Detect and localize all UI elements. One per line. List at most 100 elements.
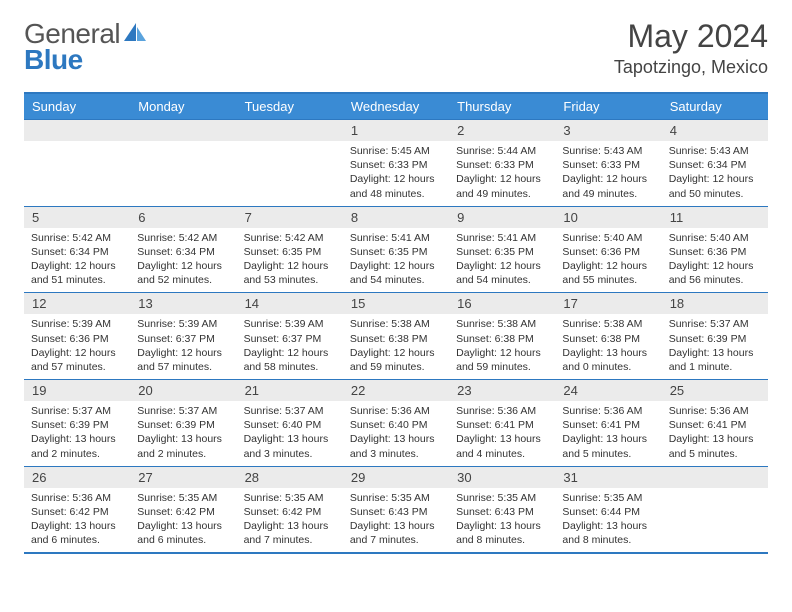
day-cell: 10Sunrise: 5:40 AMSunset: 6:36 PMDayligh… (555, 207, 661, 293)
day-details: Sunrise: 5:36 AMSunset: 6:41 PMDaylight:… (449, 401, 555, 466)
day-detail-line: Daylight: 12 hours (456, 346, 548, 360)
day-detail-line: Daylight: 13 hours (350, 519, 442, 533)
day-detail-line: Daylight: 12 hours (31, 346, 123, 360)
day-cell: 19Sunrise: 5:37 AMSunset: 6:39 PMDayligh… (24, 380, 130, 466)
day-cell: 20Sunrise: 5:37 AMSunset: 6:39 PMDayligh… (130, 380, 236, 466)
day-details: Sunrise: 5:36 AMSunset: 6:41 PMDaylight:… (555, 401, 661, 466)
logo-text-2: Blue (24, 44, 83, 76)
day-detail-line: Daylight: 12 hours (244, 259, 336, 273)
day-cell: 31Sunrise: 5:35 AMSunset: 6:44 PMDayligh… (555, 467, 661, 553)
title-block: May 2024 Tapotzingo, Mexico (614, 18, 768, 78)
day-detail-line: Sunset: 6:40 PM (350, 418, 442, 432)
day-detail-line: Sunset: 6:43 PM (456, 505, 548, 519)
day-number: 30 (449, 467, 555, 488)
day-number: 20 (130, 380, 236, 401)
day-cell (24, 120, 130, 206)
day-number: 24 (555, 380, 661, 401)
day-detail-line: Daylight: 12 hours (562, 172, 654, 186)
day-detail-line: Sunrise: 5:38 AM (350, 317, 442, 331)
day-detail-line: Sunset: 6:41 PM (669, 418, 761, 432)
day-detail-line: Daylight: 12 hours (137, 346, 229, 360)
day-detail-line: Sunset: 6:42 PM (244, 505, 336, 519)
day-number: 19 (24, 380, 130, 401)
day-cell: 14Sunrise: 5:39 AMSunset: 6:37 PMDayligh… (237, 293, 343, 379)
day-number: 10 (555, 207, 661, 228)
day-detail-line: Sunrise: 5:42 AM (244, 231, 336, 245)
header: General Blue May 2024 Tapotzingo, Mexico (24, 18, 768, 78)
day-detail-line: and 1 minute. (669, 360, 761, 374)
day-details: Sunrise: 5:37 AMSunset: 6:39 PMDaylight:… (130, 401, 236, 466)
day-cell: 4Sunrise: 5:43 AMSunset: 6:34 PMDaylight… (662, 120, 768, 206)
day-detail-line: Sunset: 6:38 PM (350, 332, 442, 346)
day-number: 11 (662, 207, 768, 228)
day-detail-line: Daylight: 12 hours (137, 259, 229, 273)
calendar: Sunday Monday Tuesday Wednesday Thursday… (24, 92, 768, 554)
day-detail-line: Sunrise: 5:36 AM (456, 404, 548, 418)
day-details: Sunrise: 5:39 AMSunset: 6:36 PMDaylight:… (24, 314, 130, 379)
day-number: 23 (449, 380, 555, 401)
day-detail-line: Sunrise: 5:37 AM (137, 404, 229, 418)
day-number: 6 (130, 207, 236, 228)
day-detail-line: and 2 minutes. (31, 447, 123, 461)
day-number: 16 (449, 293, 555, 314)
day-detail-line: Sunrise: 5:35 AM (456, 491, 548, 505)
day-detail-line: Daylight: 13 hours (669, 346, 761, 360)
day-cell: 30Sunrise: 5:35 AMSunset: 6:43 PMDayligh… (449, 467, 555, 553)
day-detail-line: and 55 minutes. (562, 273, 654, 287)
day-number: 29 (343, 467, 449, 488)
day-detail-line: Sunset: 6:34 PM (31, 245, 123, 259)
day-detail-line: Sunset: 6:34 PM (137, 245, 229, 259)
day-cell: 12Sunrise: 5:39 AMSunset: 6:36 PMDayligh… (24, 293, 130, 379)
calendar-week: 1Sunrise: 5:45 AMSunset: 6:33 PMDaylight… (24, 119, 768, 206)
day-number: 28 (237, 467, 343, 488)
day-detail-line: Daylight: 12 hours (562, 259, 654, 273)
day-cell: 3Sunrise: 5:43 AMSunset: 6:33 PMDaylight… (555, 120, 661, 206)
day-details: Sunrise: 5:38 AMSunset: 6:38 PMDaylight:… (343, 314, 449, 379)
day-cell: 8Sunrise: 5:41 AMSunset: 6:35 PMDaylight… (343, 207, 449, 293)
sail-icon (122, 21, 148, 48)
day-number: 12 (24, 293, 130, 314)
day-detail-line: Sunset: 6:43 PM (350, 505, 442, 519)
day-number: 17 (555, 293, 661, 314)
day-detail-line: Sunrise: 5:37 AM (31, 404, 123, 418)
day-detail-line: Sunset: 6:38 PM (562, 332, 654, 346)
day-detail-line: and 48 minutes. (350, 187, 442, 201)
day-detail-line: Sunrise: 5:44 AM (456, 144, 548, 158)
day-detail-line: Sunset: 6:41 PM (562, 418, 654, 432)
day-detail-line: Sunrise: 5:39 AM (137, 317, 229, 331)
day-number: 13 (130, 293, 236, 314)
day-detail-line: Sunset: 6:39 PM (31, 418, 123, 432)
day-number: 8 (343, 207, 449, 228)
day-detail-line: and 54 minutes. (350, 273, 442, 287)
day-number (237, 120, 343, 141)
day-details: Sunrise: 5:36 AMSunset: 6:40 PMDaylight:… (343, 401, 449, 466)
day-cell: 25Sunrise: 5:36 AMSunset: 6:41 PMDayligh… (662, 380, 768, 466)
day-detail-line: and 57 minutes. (31, 360, 123, 374)
day-detail-line: and 49 minutes. (456, 187, 548, 201)
day-cell: 21Sunrise: 5:37 AMSunset: 6:40 PMDayligh… (237, 380, 343, 466)
day-number (130, 120, 236, 141)
day-details: Sunrise: 5:41 AMSunset: 6:35 PMDaylight:… (449, 228, 555, 293)
day-detail-line: Daylight: 12 hours (350, 172, 442, 186)
day-cell: 7Sunrise: 5:42 AMSunset: 6:35 PMDaylight… (237, 207, 343, 293)
day-cell: 26Sunrise: 5:36 AMSunset: 6:42 PMDayligh… (24, 467, 130, 553)
day-detail-line: Sunrise: 5:45 AM (350, 144, 442, 158)
day-cell: 22Sunrise: 5:36 AMSunset: 6:40 PMDayligh… (343, 380, 449, 466)
day-cell: 29Sunrise: 5:35 AMSunset: 6:43 PMDayligh… (343, 467, 449, 553)
day-detail-line: Sunset: 6:35 PM (456, 245, 548, 259)
day-cell: 24Sunrise: 5:36 AMSunset: 6:41 PMDayligh… (555, 380, 661, 466)
day-details: Sunrise: 5:39 AMSunset: 6:37 PMDaylight:… (237, 314, 343, 379)
day-detail-line: Daylight: 13 hours (244, 432, 336, 446)
day-detail-line: Sunrise: 5:40 AM (562, 231, 654, 245)
day-details (24, 141, 130, 149)
day-details: Sunrise: 5:44 AMSunset: 6:33 PMDaylight:… (449, 141, 555, 206)
day-detail-line: Sunrise: 5:40 AM (669, 231, 761, 245)
day-number (24, 120, 130, 141)
day-cell: 23Sunrise: 5:36 AMSunset: 6:41 PMDayligh… (449, 380, 555, 466)
day-detail-line: Sunrise: 5:38 AM (456, 317, 548, 331)
day-detail-line: Sunrise: 5:36 AM (562, 404, 654, 418)
day-detail-line: Daylight: 13 hours (669, 432, 761, 446)
day-detail-line: and 53 minutes. (244, 273, 336, 287)
day-number: 31 (555, 467, 661, 488)
weekday-label: Friday (555, 94, 661, 119)
